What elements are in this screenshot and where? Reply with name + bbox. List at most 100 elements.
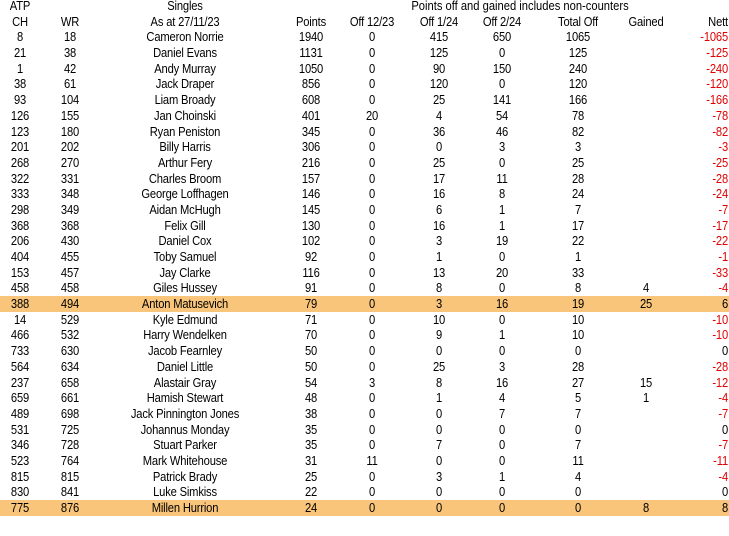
table-row: 466 532 Harry Wendelken 70 0 9 1 10 -10 <box>0 327 729 343</box>
off-1-24-cell: 0 <box>435 421 443 437</box>
off-12-23-cell: 0 <box>368 421 376 437</box>
header-off-1-24: Off 1/24 <box>419 13 459 29</box>
nett-cell: -11 <box>713 452 728 468</box>
nett-cell: 0 <box>721 343 728 359</box>
points-cell: 157 <box>301 170 321 186</box>
table-row: 268 270 Arthur Fery 216 0 25 0 25 -25 <box>0 155 729 171</box>
wr-rank-cell: 331 <box>60 170 80 186</box>
off-2-24-cell: 46 <box>495 123 509 139</box>
off-12-23-cell: 0 <box>368 29 376 45</box>
off-12-23-cell: 0 <box>368 358 376 374</box>
total-off-cell: 82 <box>571 123 585 139</box>
points-cell: 48 <box>304 390 318 406</box>
player-name-cell: Luke Simkiss <box>153 484 217 500</box>
off-1-24-cell: 0 <box>435 484 443 500</box>
nett-cell: -7 <box>718 437 728 453</box>
header-row-1: ATP Singles Points off and gained includ… <box>0 0 729 14</box>
wr-rank-cell: 155 <box>60 107 80 123</box>
ch-rank-cell: 123 <box>10 123 30 139</box>
total-off-cell: 0 <box>574 343 582 359</box>
player-name-cell: Jack Pinnington Jones <box>130 405 240 421</box>
player-name-cell: Alastair Gray <box>153 374 217 390</box>
off-2-24-cell: 0 <box>498 280 506 296</box>
ch-rank-cell: 322 <box>10 170 30 186</box>
header-off-2-24: Off 2/24 <box>482 13 522 29</box>
total-off-cell: 25 <box>571 154 585 170</box>
header-row-2: CH WR As at 27/11/23 Points Off 12/23 Off 1/2… <box>0 14 729 30</box>
player-name-cell: Kyle Edmund <box>152 311 218 327</box>
off-12-23-cell: 0 <box>368 92 376 108</box>
off-12-23-cell: 0 <box>368 468 376 484</box>
header-singles: Singles <box>167 0 203 13</box>
off-2-24-cell: 16 <box>495 374 509 390</box>
wr-rank-cell: 634 <box>60 358 80 374</box>
off-2-24-cell: 1 <box>498 217 506 233</box>
ranking-sheet: ATP Singles Points off and gained includ… <box>0 0 729 516</box>
total-off-cell: 4 <box>574 468 582 484</box>
ch-rank-cell: 21 <box>13 45 27 61</box>
total-off-cell: 19 <box>571 296 585 312</box>
player-name-cell: Aidan McHugh <box>149 201 221 217</box>
points-cell: 50 <box>304 343 318 359</box>
off-2-24-cell: 0 <box>498 311 506 327</box>
table-row: 830 841 Luke Simkiss 22 0 0 0 0 0 <box>0 484 729 500</box>
gained-cell: 25 <box>639 296 653 312</box>
ch-rank-cell: 333 <box>10 186 30 202</box>
off-12-23-cell: 0 <box>368 60 376 76</box>
player-name-cell: Charles Broom <box>148 170 222 186</box>
header-total-off: Total Off <box>558 13 598 29</box>
off-1-24-cell: 25 <box>432 154 446 170</box>
header-gained: Gained <box>628 13 664 29</box>
total-off-cell: 28 <box>571 358 585 374</box>
off-12-23-cell: 0 <box>368 45 376 61</box>
points-cell: 306 <box>301 139 321 155</box>
off-12-23-cell: 20 <box>365 107 379 123</box>
nett-cell: -4 <box>718 390 728 406</box>
off-1-24-cell: 9 <box>435 327 443 343</box>
off-12-23-cell: 0 <box>368 437 376 453</box>
table-row: 564 634 Daniel Little 50 0 25 3 28 -28 <box>0 359 729 375</box>
table-row: 404 455 Toby Samuel 92 0 1 0 1 -1 <box>0 249 729 265</box>
player-name-cell: Billy Harris <box>159 139 211 155</box>
points-cell: 92 <box>304 249 318 264</box>
off-1-24-cell: 4 <box>435 107 443 123</box>
off-12-23-cell: 0 <box>368 201 376 217</box>
player-name-cell: George Loffhagen <box>141 186 229 202</box>
gained-cell: 15 <box>639 374 653 390</box>
off-1-24-cell: 6 <box>435 201 443 217</box>
header-off-12-23: Off 12/23 <box>349 13 395 29</box>
off-1-24-cell: 0 <box>435 343 443 359</box>
player-name-cell: Harry Wendelken <box>143 327 227 343</box>
off-2-24-cell: 3 <box>498 358 506 374</box>
off-2-24-cell: 0 <box>498 437 506 453</box>
nett-cell: -24 <box>712 186 728 202</box>
points-cell: 216 <box>301 154 321 170</box>
table-row: 388 494 Anton Matusevich 79 0 3 16 19 25 6 <box>0 296 729 312</box>
off-12-23-cell: 0 <box>368 390 376 406</box>
total-off-cell: 125 <box>568 45 588 61</box>
points-cell: 856 <box>301 76 321 92</box>
player-name-cell: Giles Hussey <box>153 280 217 296</box>
nett-cell: -17 <box>712 217 728 233</box>
wr-rank-cell: 202 <box>60 139 80 155</box>
points-cell: 145 <box>301 201 321 217</box>
off-1-24-cell: 3 <box>435 233 443 249</box>
off-1-24-cell: 16 <box>432 186 446 202</box>
nett-cell: -4 <box>718 468 728 484</box>
points-cell: 1131 <box>299 45 323 61</box>
table-row: 201 202 Billy Harris 306 0 0 3 3 -3 <box>0 139 729 155</box>
table-row: 123 180 Ryan Peniston 345 0 36 46 82 -82 <box>0 124 729 140</box>
nett-cell: -10 <box>712 311 728 327</box>
off-1-24-cell: 8 <box>435 374 443 390</box>
header-atp: ATP <box>9 0 31 13</box>
wr-rank-cell: 529 <box>60 311 80 327</box>
off-1-24-cell: 16 <box>432 217 446 233</box>
total-off-cell: 27 <box>571 374 585 390</box>
off-2-24-cell: 0 <box>498 484 506 500</box>
table-row: 126 155 Jan Choinski 401 20 4 54 78 -78 <box>0 108 729 124</box>
header-points: Points <box>295 13 327 29</box>
ch-rank-cell: 775 <box>10 500 30 515</box>
player-name-cell: Anton Matusevich <box>141 296 229 312</box>
wr-rank-cell: 61 <box>63 76 77 92</box>
total-off-cell: 33 <box>571 264 585 280</box>
